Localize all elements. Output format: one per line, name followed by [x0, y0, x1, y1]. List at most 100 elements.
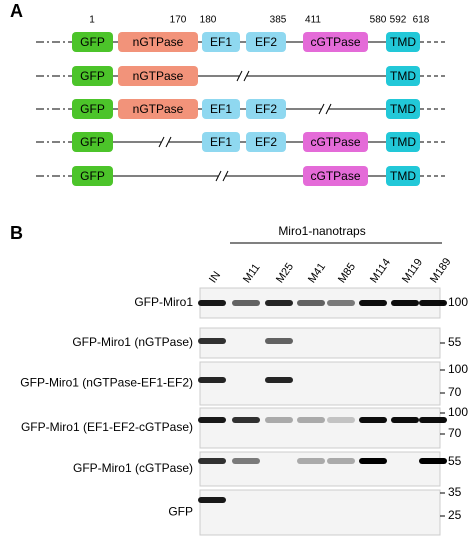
band [419, 300, 447, 306]
panel-label: A [10, 1, 23, 21]
domain-label: GFP [80, 69, 105, 83]
band [391, 417, 419, 423]
domain-label: TMD [390, 135, 416, 149]
domain-label: TMD [390, 102, 416, 116]
band [297, 458, 325, 464]
band [265, 300, 293, 306]
marker-label: 100 [448, 362, 468, 376]
position-label: 580 [370, 15, 387, 26]
band [359, 300, 387, 306]
band [198, 497, 226, 503]
domain-box [72, 132, 113, 152]
lane-label: M119 [400, 257, 425, 286]
marker-label: 70 [448, 385, 462, 399]
break-gap [161, 138, 169, 146]
band [198, 377, 226, 383]
break-gap [321, 105, 329, 113]
break-gap [239, 72, 247, 80]
blot [199, 407, 441, 449]
break [222, 170, 229, 182]
marker-label: 100 [448, 295, 468, 309]
position-label: 1 [89, 15, 95, 26]
marker-label: 55 [448, 335, 462, 349]
marker-label: 25 [448, 508, 462, 522]
band [327, 300, 355, 306]
band [198, 458, 226, 464]
blot-label: GFP [168, 505, 193, 519]
band [419, 417, 447, 423]
domain-label: GFP [80, 102, 105, 116]
domain-box [386, 66, 420, 86]
blot [199, 451, 441, 487]
domain-label: EF2 [255, 35, 277, 49]
band [327, 417, 355, 423]
break [165, 136, 172, 148]
marker-label: 55 [448, 454, 462, 468]
domain-label: GFP [80, 169, 105, 183]
domain-label: EF2 [255, 102, 277, 116]
domain-box [303, 32, 368, 52]
lane-label: M11 [241, 262, 263, 286]
domain-label: EF1 [210, 135, 232, 149]
domain-label: nGTPase [133, 69, 184, 83]
blot-label: GFP-Miro1 [134, 295, 193, 309]
domain-box [72, 66, 113, 86]
blot [199, 361, 441, 406]
marker-label: 70 [448, 426, 462, 440]
lane-label: M114 [368, 257, 393, 286]
blot-label: GFP-Miro1 (EF1-EF2-cGTPase) [21, 420, 193, 434]
lane-label: M25 [274, 261, 296, 285]
band [198, 300, 226, 306]
lane-label: M189 [428, 256, 454, 285]
band [327, 458, 355, 464]
break [243, 70, 250, 82]
band [232, 300, 260, 306]
domain-box [202, 99, 240, 119]
domain-box [72, 32, 113, 52]
domain-box [118, 32, 198, 52]
blot-label: GFP-Miro1 (nGTPase-EF1-EF2) [20, 376, 193, 390]
blot-label: GFP-Miro1 (nGTPase) [72, 335, 193, 349]
domain-label: cGTPase [310, 169, 360, 183]
domain-label: GFP [80, 35, 105, 49]
marker-label: 35 [448, 485, 462, 499]
domain-box [246, 132, 286, 152]
domain-label: TMD [390, 169, 416, 183]
domain-box [386, 99, 420, 119]
domain-box [202, 32, 240, 52]
domain-label: EF1 [210, 102, 232, 116]
break [158, 136, 165, 148]
band [359, 417, 387, 423]
domain-label: cGTPase [310, 35, 360, 49]
band [297, 417, 325, 423]
band [198, 417, 226, 423]
domain-box [118, 99, 198, 119]
break-gap [218, 172, 226, 180]
domain-box [303, 166, 368, 186]
break [236, 70, 243, 82]
domain-label: nGTPase [133, 35, 184, 49]
domain-label: nGTPase [133, 102, 184, 116]
domain-box [303, 132, 368, 152]
band [265, 377, 293, 383]
band [359, 458, 387, 464]
band [265, 417, 293, 423]
position-label: 180 [200, 15, 217, 26]
marker-label: 100 [448, 405, 468, 419]
position-label: 618 [413, 15, 430, 26]
band [232, 417, 260, 423]
domain-box [118, 66, 198, 86]
position-label: 411 [305, 15, 321, 26]
break [215, 170, 222, 182]
position-label: 385 [270, 15, 287, 26]
domain-box [202, 132, 240, 152]
domain-box [72, 166, 113, 186]
domain-label: GFP [80, 135, 105, 149]
blot-label: GFP-Miro1 (cGTPase) [73, 461, 193, 475]
domain-label: TMD [390, 35, 416, 49]
domain-label: EF2 [255, 135, 277, 149]
domain-box [246, 99, 286, 119]
domain-box [386, 132, 420, 152]
band [198, 338, 226, 344]
